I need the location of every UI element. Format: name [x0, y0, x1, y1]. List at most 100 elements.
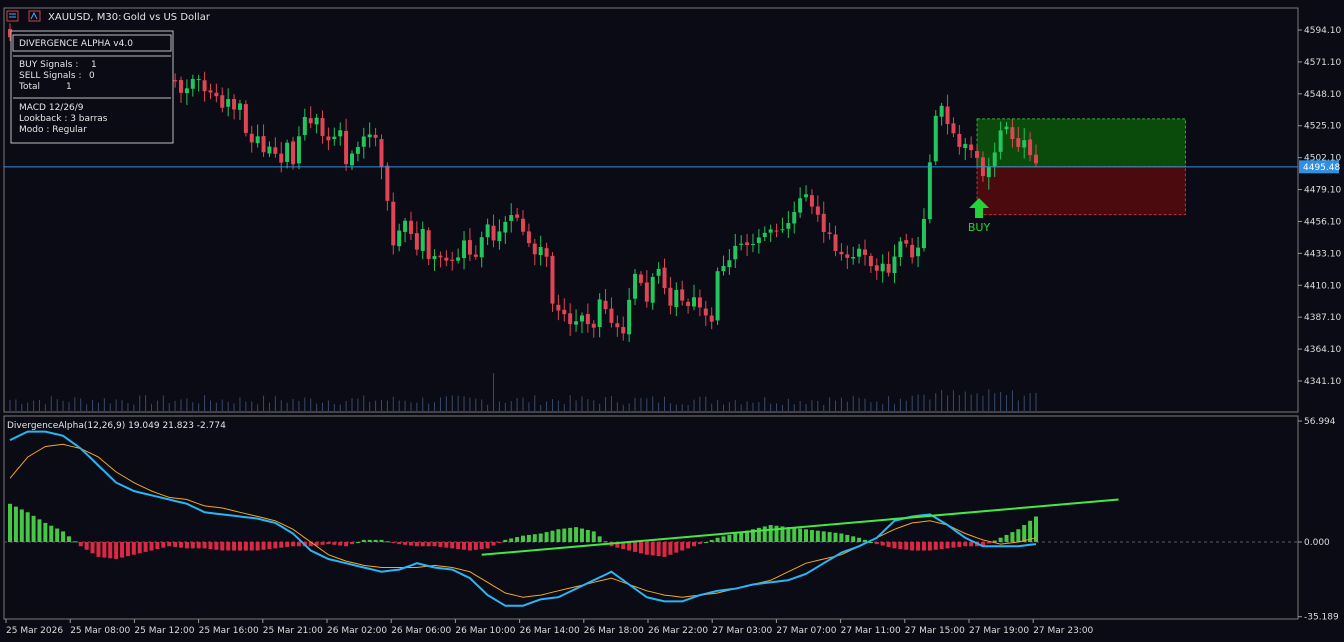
- histogram-bar: [750, 529, 755, 542]
- price-tick-label: 4341.10: [1304, 377, 1341, 387]
- histogram-bar: [756, 527, 761, 542]
- histogram-bar: [379, 539, 384, 542]
- candle-body: [792, 211, 797, 224]
- candle-body: [597, 299, 602, 328]
- candle-body: [184, 88, 189, 94]
- candle-body: [261, 136, 266, 153]
- candle-body: [868, 255, 873, 267]
- candle-body: [945, 106, 950, 125]
- histogram-bar: [55, 528, 60, 542]
- histogram-bar: [25, 512, 30, 542]
- histogram-bar: [992, 540, 997, 542]
- time-axis[interactable]: 25 Mar 2026 25 Mar 08:00 25 Mar 12:00 25 Ma…: [5, 619, 1094, 636]
- price-tick-label: 4433.10: [1304, 249, 1341, 259]
- histogram-bar: [308, 542, 313, 547]
- candle-body: [916, 247, 921, 257]
- histogram-bar: [509, 538, 514, 542]
- candle-body: [992, 152, 997, 167]
- histogram-bar: [662, 542, 667, 557]
- candle-body: [750, 243, 755, 245]
- histogram-bar: [585, 529, 590, 542]
- candle-body: [574, 321, 579, 325]
- histogram-bar: [497, 542, 502, 543]
- candle-body: [485, 224, 490, 238]
- histogram-bar: [84, 542, 89, 550]
- take-profit-zone: [976, 118, 1186, 168]
- histogram-bar: [43, 522, 48, 542]
- histogram-bar: [237, 542, 242, 551]
- price-tick-label: 4479.10: [1304, 186, 1341, 196]
- candle-body: [414, 233, 419, 250]
- histogram-bar: [939, 542, 944, 550]
- histogram-bar: [692, 542, 696, 547]
- histogram-bar: [184, 542, 189, 549]
- candle-body: [804, 194, 809, 198]
- histogram-bar: [544, 532, 549, 542]
- candle-body: [780, 229, 785, 231]
- candle-body: [237, 103, 242, 110]
- candle-body: [975, 151, 980, 158]
- candle-body: [615, 323, 620, 328]
- histogram-bar: [980, 542, 985, 547]
- candle-body: [921, 218, 926, 249]
- histogram-bar: [845, 534, 850, 542]
- candle-body: [892, 256, 897, 274]
- indicator-label: DivergenceAlpha(12,26,9) 19.049 21.823 -…: [7, 421, 226, 431]
- indicator-tick-label: 56.994: [1304, 417, 1336, 427]
- candle-body: [1004, 126, 1009, 130]
- histogram-bar: [715, 537, 720, 542]
- time-tick-label: 27 Mar 19:00: [969, 626, 1029, 636]
- histogram-bar: [131, 542, 136, 555]
- chart-window-icon[interactable]: [28, 10, 41, 22]
- histogram-bar: [255, 542, 260, 551]
- price-pane[interactable]: BUY: [3, 7, 1299, 413]
- histogram-bar: [633, 542, 638, 552]
- indicator-tick-label: 0.000: [1304, 538, 1330, 548]
- histogram-bar: [804, 529, 809, 542]
- histogram-bar: [49, 525, 54, 542]
- price-tick-label: 4387.10: [1304, 313, 1341, 323]
- candle-body: [326, 136, 331, 141]
- candle-body: [621, 327, 626, 334]
- histogram-bar: [703, 542, 708, 543]
- price-tick-label: 4502.10: [1304, 154, 1341, 164]
- candle-body: [196, 79, 201, 81]
- histogram-bar: [680, 542, 685, 551]
- candle-body: [444, 257, 449, 261]
- candle-body: [173, 80, 178, 82]
- candle-body: [432, 256, 437, 260]
- chart-menu-icon[interactable]: [6, 10, 19, 22]
- histogram-bar: [149, 542, 154, 551]
- candle-body: [703, 308, 708, 316]
- histogram-bar: [450, 542, 455, 549]
- candle-body: [456, 257, 461, 261]
- candle-body: [267, 146, 272, 154]
- indicator-pane[interactable]: DivergenceAlpha(12,26,9) 19.049 21.823 -…: [3, 415, 1299, 620]
- candle-body: [827, 232, 832, 234]
- candle-body: [1022, 140, 1027, 148]
- candle-body: [833, 234, 838, 252]
- candle-body: [633, 273, 638, 299]
- histogram-bar: [373, 539, 378, 542]
- histogram-bar: [674, 542, 679, 553]
- histogram-bar: [467, 542, 472, 551]
- histogram-bar: [226, 542, 231, 551]
- indicator-axis[interactable]: 56.994 0.000 -35.189: [1297, 416, 1339, 623]
- histogram-bar: [473, 542, 478, 550]
- sell-signals-label: SELL Signals :: [19, 71, 82, 81]
- price-axis[interactable]: 4594.10 4571.10 4548.10 4525.10 4502.10 4479.…: [1297, 8, 1341, 412]
- histogram-bar: [815, 530, 820, 542]
- histogram-bar: [668, 542, 673, 555]
- candle-body: [462, 240, 467, 259]
- histogram-bar: [739, 532, 744, 542]
- candle-body: [214, 92, 219, 97]
- histogram-bar: [521, 535, 525, 542]
- histogram-bar: [892, 542, 897, 549]
- chart-header: XAUUSD, M30: Gold vs US Dollar: [6, 10, 211, 23]
- histogram-bar: [774, 525, 779, 542]
- histogram-bar: [72, 541, 77, 543]
- price-tick-label: 4571.10: [1304, 58, 1341, 68]
- histogram-bar: [332, 542, 337, 545]
- candle-body: [373, 134, 378, 138]
